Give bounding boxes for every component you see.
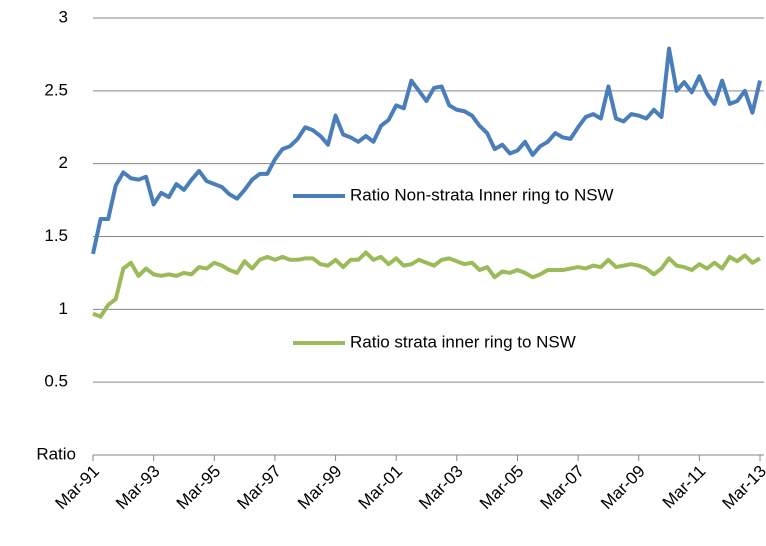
y-tick-label: 1.5	[44, 226, 68, 245]
legend-label: Ratio Non-strata Inner ring to NSW	[350, 185, 614, 204]
legend-label: Ratio strata inner ring to NSW	[350, 332, 576, 351]
x-tick-label: Mar-91	[51, 462, 103, 514]
y-tick-label: 2	[59, 153, 68, 172]
y-tick-label: 3	[59, 7, 68, 26]
y-tick-label: Ratio	[36, 444, 76, 463]
x-tick-label: Mar-99	[294, 462, 346, 514]
x-tick-label: Mar-01	[355, 462, 407, 514]
y-tick-label: 1	[59, 299, 68, 318]
x-tick-label: Mar-11	[659, 462, 710, 513]
series-line	[91, 46, 762, 255]
y-tick-label: 0.5	[44, 372, 68, 391]
x-tick-label: Mar-93	[112, 462, 164, 514]
x-tick-label: Mar-07	[537, 462, 589, 514]
series-line	[92, 250, 761, 319]
x-tick-label: Mar-95	[173, 462, 225, 514]
x-tick-label: Mar-13	[718, 462, 766, 514]
y-tick-label: 2.5	[44, 80, 68, 99]
x-tick-label: Mar-09	[597, 462, 649, 514]
x-tick-label: Mar-97	[233, 462, 285, 514]
x-tick-label: Mar-05	[476, 462, 528, 514]
x-tick-label: Mar-03	[415, 462, 467, 514]
